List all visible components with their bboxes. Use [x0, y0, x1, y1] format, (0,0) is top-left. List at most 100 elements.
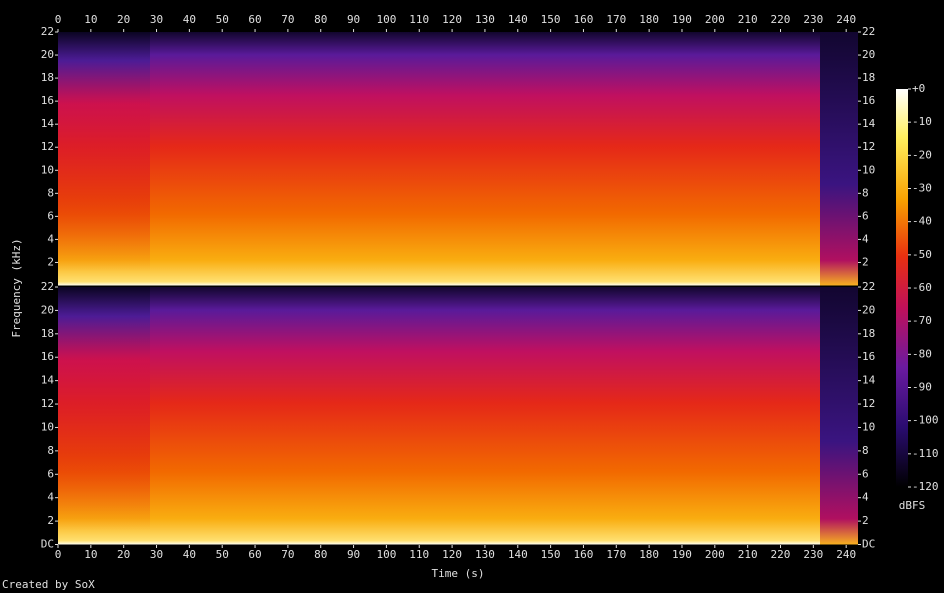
x-tick-label: 210: [738, 548, 758, 561]
x-tick-label-top: 10: [84, 13, 97, 26]
x-tick-label-top: 20: [117, 13, 130, 26]
x-tick-label-top: 190: [672, 13, 692, 26]
x-tick-label-top: 30: [150, 13, 163, 26]
y-tick-label-right: 6: [862, 209, 869, 222]
x-tick-label-top: 150: [541, 13, 561, 26]
x-tick-label: 160: [574, 548, 594, 561]
y-tick-label: 14: [41, 117, 55, 130]
x-tick-label-top: 180: [639, 13, 659, 26]
x-tick-label-top: 100: [376, 13, 396, 26]
x-axis-label: Time (s): [432, 567, 485, 580]
x-tick-label: 200: [705, 548, 725, 561]
y-tick-label: 18: [41, 71, 54, 84]
x-tick-label-top: 240: [836, 13, 856, 26]
y-tick-label: 18: [41, 327, 54, 340]
x-tick-label-top: 120: [442, 13, 462, 26]
x-tick-label: 60: [248, 548, 261, 561]
colorbar-tick-label: -20: [912, 148, 932, 161]
colorbar-tick-label: -10: [912, 115, 932, 128]
colorbar: [896, 89, 908, 487]
y-tick-label-right: 22: [862, 25, 875, 38]
y-tick-label-right: 20: [862, 48, 875, 61]
y-tick-label-right: 16: [862, 350, 875, 363]
x-tick-label: 50: [216, 548, 229, 561]
x-tick-label: 40: [183, 548, 196, 561]
x-tick-label: 220: [771, 548, 791, 561]
x-tick-label: 130: [475, 548, 495, 561]
x-tick-label-top: 230: [803, 13, 823, 26]
x-tick-label-top: 40: [183, 13, 196, 26]
x-tick-label-top: 200: [705, 13, 725, 26]
x-tick-label-top: 130: [475, 13, 495, 26]
y-tick-label-right: 14: [862, 117, 876, 130]
y-tick-label: 8: [47, 444, 54, 457]
y-tick-label-right: 12: [862, 397, 875, 410]
y-tick-label-right: 6: [862, 467, 869, 480]
x-tick-label: 110: [409, 548, 429, 561]
y-tick-label: 2: [47, 255, 54, 268]
y-tick-label: 22: [41, 280, 54, 293]
x-tick-label: 0: [55, 548, 62, 561]
y-tick-label-right: 22: [862, 280, 875, 293]
footer: Created by SoX: [2, 578, 95, 591]
y-tick-label: 4: [47, 491, 54, 504]
y-tick-label: 10: [41, 163, 54, 176]
y-axis-label: Frequency (kHz): [10, 238, 23, 337]
y-tick-label: 8: [47, 186, 54, 199]
y-tick-label-right: 18: [862, 71, 875, 84]
y-tick-label-right: 10: [862, 420, 875, 433]
y-tick-label-right: 8: [862, 444, 869, 457]
x-tick-label-top: 140: [508, 13, 528, 26]
y-tick-label-right: 12: [862, 140, 875, 153]
x-tick-label-top: 160: [574, 13, 594, 26]
x-tick-label: 190: [672, 548, 692, 561]
y-tick-label-right: 4: [862, 491, 869, 504]
y-tick-label: 20: [41, 48, 54, 61]
y-tick-label: 6: [47, 467, 54, 480]
x-tick-label: 70: [281, 548, 294, 561]
x-tick-label-top: 60: [248, 13, 261, 26]
y-tick-label: DC: [41, 538, 54, 551]
x-tick-label: 170: [606, 548, 626, 561]
y-tick-label-right: 10: [862, 163, 875, 176]
colorbar-tick-label: -50: [912, 248, 932, 261]
colorbar-tick-label: -90: [912, 381, 932, 394]
colorbar-tick-label: -40: [912, 215, 932, 228]
colorbar-tick-label: -110: [912, 447, 939, 460]
x-tick-label-top: 170: [606, 13, 626, 26]
y-tick-label: 12: [41, 397, 54, 410]
colorbar-tick-label: -60: [912, 281, 932, 294]
x-tick-label: 100: [376, 548, 396, 561]
colorbar-label: dBFS: [899, 499, 926, 512]
y-tick-label-right: 8: [862, 186, 869, 199]
x-tick-label: 140: [508, 548, 528, 561]
colorbar-tick-label: -80: [912, 347, 932, 360]
y-tick-label-right: 14: [862, 374, 876, 387]
y-tick-label-right: 2: [862, 255, 869, 268]
x-tick-label-top: 50: [216, 13, 229, 26]
colorbar-tick-label: -120: [912, 480, 939, 493]
x-tick-label: 240: [836, 548, 856, 561]
y-tick-label: 14: [41, 374, 55, 387]
x-tick-label-top: 80: [314, 13, 327, 26]
x-tick-label-top: 210: [738, 13, 758, 26]
y-tick-label: 4: [47, 232, 54, 245]
y-tick-label: 22: [41, 25, 54, 38]
x-tick-label: 230: [803, 548, 823, 561]
y-tick-label-right: 16: [862, 94, 875, 107]
y-tick-label-right: 2: [862, 514, 869, 527]
colorbar-tick-label: -100: [912, 414, 939, 427]
x-tick-label: 150: [541, 548, 561, 561]
colorbar-tick-label: +0: [912, 82, 925, 95]
y-tick-label-right: 20: [862, 303, 875, 316]
x-tick-label: 80: [314, 548, 327, 561]
y-tick-label: 10: [41, 420, 54, 433]
x-tick-label-top: 90: [347, 13, 360, 26]
x-tick-label-top: 0: [55, 13, 62, 26]
y-tick-label: 20: [41, 303, 54, 316]
y-tick-label: 16: [41, 350, 54, 363]
y-tick-label: 6: [47, 209, 54, 222]
y-tick-label: 2: [47, 514, 54, 527]
x-tick-label-top: 220: [771, 13, 791, 26]
